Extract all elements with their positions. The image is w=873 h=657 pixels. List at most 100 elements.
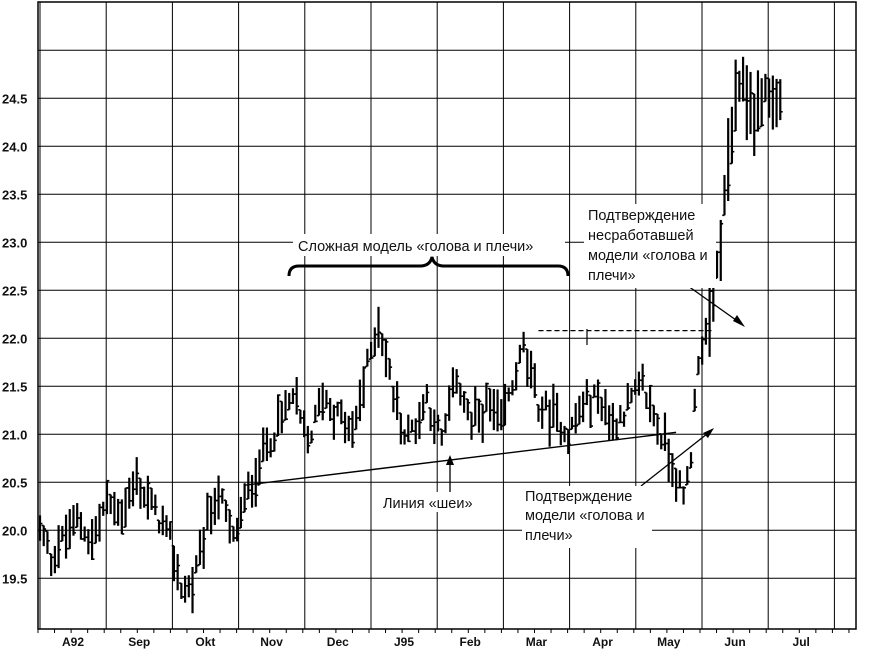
price-bar [365, 348, 370, 368]
price-bar [290, 388, 296, 404]
x-tick-label: J95 [394, 635, 414, 649]
x-tick-label: Jul [793, 635, 810, 649]
x-tick-label: Nov [260, 635, 283, 649]
price-bar [420, 394, 426, 421]
y-tick-label: 24.0 [2, 139, 27, 154]
price-bar [633, 379, 638, 395]
price-bar [573, 403, 579, 434]
price-bar [242, 483, 247, 513]
price-bar [644, 391, 649, 410]
price-bar [774, 78, 779, 128]
price-bar [428, 407, 433, 432]
price-bars [37, 56, 783, 614]
price-bar [212, 487, 218, 525]
price-bar [249, 474, 255, 508]
price-bar [220, 488, 225, 504]
price-bar [547, 399, 553, 447]
y-tick-label: 21.5 [2, 379, 27, 394]
price-bar [655, 413, 660, 445]
y-tick-label: 19.5 [2, 571, 27, 586]
price-bar [677, 470, 683, 489]
price-bar [182, 575, 188, 603]
y-tick-label: 23.0 [2, 235, 27, 250]
price-bar [510, 380, 515, 396]
price-bar [432, 409, 437, 445]
price-bar [205, 492, 210, 531]
price-bar [208, 495, 214, 535]
price-bar [231, 525, 236, 542]
x-tick-label: Sep [128, 635, 150, 649]
price-bar [309, 430, 314, 444]
overlay-layer [244, 256, 745, 497]
price-bar [52, 545, 58, 574]
price-bar [275, 394, 281, 437]
price-bar [101, 501, 106, 516]
price-bar [164, 515, 169, 538]
price-bar [692, 388, 698, 413]
x-tick-label: Mar [526, 635, 548, 649]
price-bar [335, 401, 340, 417]
y-tick-label: 24.5 [2, 91, 27, 106]
price-bar [223, 499, 229, 522]
price-bar [93, 516, 99, 545]
price-bar [339, 399, 344, 425]
price-bar [562, 425, 567, 443]
neckline-line [244, 431, 677, 486]
neckline-arrowhead [446, 455, 454, 465]
price-bar [733, 59, 739, 132]
failed-confirm-arrow [680, 280, 744, 326]
x-tick-label: Okt [195, 635, 215, 649]
price-bar [770, 75, 776, 130]
price-bar [145, 475, 151, 520]
price-bar [577, 395, 582, 426]
price-bar [301, 410, 307, 438]
price-bar [387, 357, 393, 380]
price-bar [324, 389, 329, 410]
price-bar [603, 389, 608, 426]
x-tick-label: Dec [327, 635, 349, 649]
y-tick-label: 23.5 [2, 187, 27, 202]
price-bar [737, 70, 742, 102]
price-bar [536, 403, 541, 422]
price-bar [134, 457, 140, 495]
price-bar [368, 341, 374, 360]
annotation-failed-line-3: модели «голова и [588, 248, 708, 264]
x-tick-label: Jun [724, 635, 745, 649]
price-bar [424, 384, 430, 404]
price-bar [566, 428, 571, 455]
price-bar [599, 396, 605, 422]
price-bar [257, 449, 262, 486]
price-bar [625, 383, 631, 411]
price-bar [194, 555, 199, 574]
price-bar [287, 392, 292, 411]
price-bar [517, 344, 523, 364]
price-bar [584, 379, 590, 406]
price-bar [640, 363, 646, 391]
price-bar [37, 515, 43, 541]
x-tick-label: Feb [460, 635, 481, 649]
price-bar [394, 381, 400, 421]
price-bar [528, 350, 534, 389]
price-bar [484, 382, 489, 413]
price-bar [443, 413, 448, 434]
price-bar [41, 524, 47, 547]
price-bar [729, 106, 735, 165]
price-bar [283, 390, 288, 421]
price-bar [56, 525, 61, 569]
price-bar [350, 411, 355, 448]
annotation-confirm-line-1: Подтверждение [525, 489, 632, 505]
price-bar [253, 457, 259, 507]
price-bar [651, 404, 657, 427]
price-bar [294, 377, 300, 415]
price-bar [383, 339, 389, 378]
price-bar [168, 521, 173, 540]
price-bar [465, 398, 471, 421]
price-bar [480, 403, 486, 443]
head-shoulders-brace [287, 256, 570, 277]
price-bar [402, 429, 407, 445]
price-bar [521, 331, 526, 353]
price-bar [313, 404, 318, 424]
price-bar [372, 327, 378, 358]
price-bar [435, 414, 441, 432]
price-bar [268, 438, 274, 458]
